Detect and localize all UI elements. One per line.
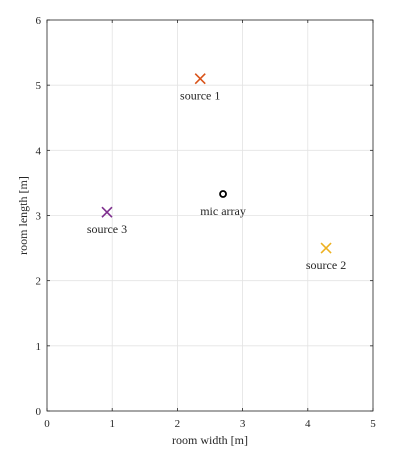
y-tick-label: 0 — [36, 406, 42, 418]
y-tick-label: 4 — [36, 145, 42, 157]
source-2-marker — [320, 242, 332, 254]
x-axis-label: room width [m] — [172, 433, 248, 447]
x-tick-label: 0 — [44, 418, 50, 430]
axis-ticks: 0 1 2 3 4 5 0 1 2 3 4 5 6 — [36, 15, 377, 430]
x-tick-label: 2 — [175, 418, 181, 430]
source-2-marker-stroke — [320, 242, 332, 254]
x-tick-label: 1 — [109, 418, 115, 430]
y-tick-label: 2 — [36, 276, 42, 288]
source-3-marker-stroke — [101, 206, 113, 218]
mic-array-marker — [219, 190, 227, 198]
x-tick-label: 3 — [240, 418, 246, 430]
mic-array-label: mic array — [200, 204, 246, 218]
source-3-label: source 3 — [87, 222, 127, 236]
source-3-marker — [101, 206, 113, 218]
source-1-marker-stroke — [194, 73, 206, 85]
y-tick-label: 6 — [36, 15, 42, 27]
x-tick-label: 5 — [370, 418, 376, 430]
y-tick-label: 1 — [36, 341, 42, 353]
data-marks: source 1 source 2 source 3 mic array — [87, 73, 346, 272]
source-1-label: source 1 — [180, 89, 220, 103]
y-tick-label: 3 — [36, 211, 42, 223]
x-tick-label: 4 — [305, 418, 311, 430]
y-axis-label: room length [m] — [16, 176, 30, 255]
source-2-label: source 2 — [306, 258, 346, 272]
y-tick-label: 5 — [36, 80, 42, 92]
source-1-marker — [194, 73, 206, 85]
